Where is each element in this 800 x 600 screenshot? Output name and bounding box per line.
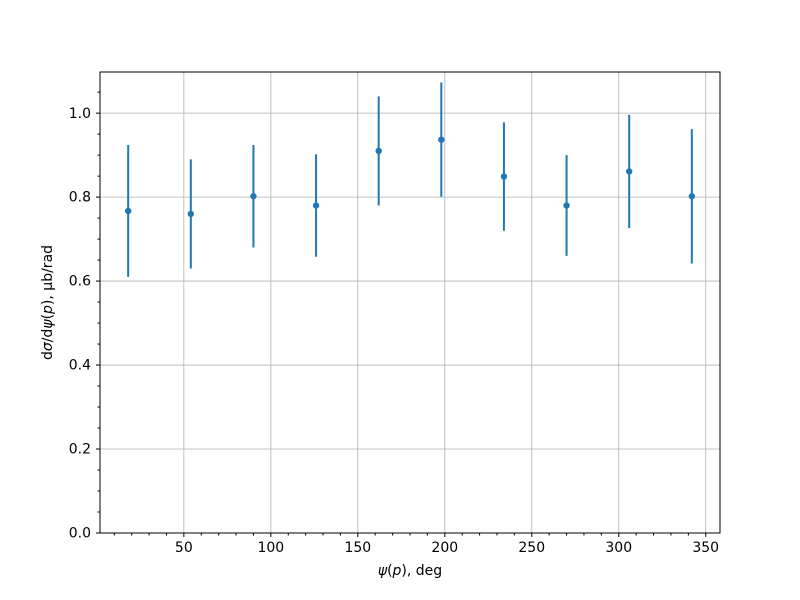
data-point-marker (375, 147, 382, 155)
grid-lines (100, 72, 720, 534)
x-axis-label-part: ), deg (401, 563, 442, 579)
x-tick-label: 150 (344, 540, 371, 556)
plot-area (100, 72, 720, 533)
data-point-marker (250, 193, 257, 200)
x-tick-label: 300 (605, 540, 632, 556)
y-tick-label: 0.0 (69, 526, 91, 542)
y-axis-label-part: /d (40, 329, 56, 343)
x-axis-label-part: ψ (378, 563, 388, 579)
y-tick-label: 0.2 (69, 442, 91, 458)
data-point-marker (187, 210, 195, 218)
x-tick-label: 250 (518, 540, 545, 556)
x-tick-label: 350 (692, 540, 719, 556)
y-axis-label-part: σ (40, 341, 56, 351)
x-tick-label: 50 (175, 540, 193, 556)
data-point-marker (625, 168, 633, 175)
x-tick-label: 200 (431, 540, 458, 556)
data-point-marker (438, 136, 445, 143)
x-axis-label-part: ( (387, 563, 392, 579)
y-axis-label-part: p (40, 305, 56, 315)
y-tick-label: 1.0 (69, 106, 91, 122)
data-series (124, 82, 696, 277)
y-tick-label: 0.8 (69, 190, 91, 206)
tick-labels: 50 100 150 200 250 300 350 0.0 0.2 0.4 0.6 0.8 1.0 (69, 106, 719, 556)
y-axis-label-part: ( (40, 314, 56, 319)
x-tick-label: 100 (257, 540, 284, 556)
axis-ticks (96, 91, 707, 537)
data-point-marker (688, 193, 696, 200)
y-axis-label-part: ψ (40, 319, 56, 329)
y-axis-label: dσ/dψ(p), μb/rad (40, 245, 56, 360)
data-point-marker (500, 173, 508, 180)
y-axis-label-part: ), μb/rad (40, 245, 56, 305)
data-point-marker (124, 207, 132, 215)
x-axis-label-part: p (392, 563, 402, 579)
data-point-marker (563, 202, 570, 209)
data-point-marker (312, 202, 320, 209)
y-tick-label: 0.6 (69, 274, 91, 290)
y-tick-label: 0.4 (69, 358, 91, 374)
x-axis-label: ψ(p), deg (378, 563, 442, 579)
y-axis-label-part: d (40, 351, 56, 360)
